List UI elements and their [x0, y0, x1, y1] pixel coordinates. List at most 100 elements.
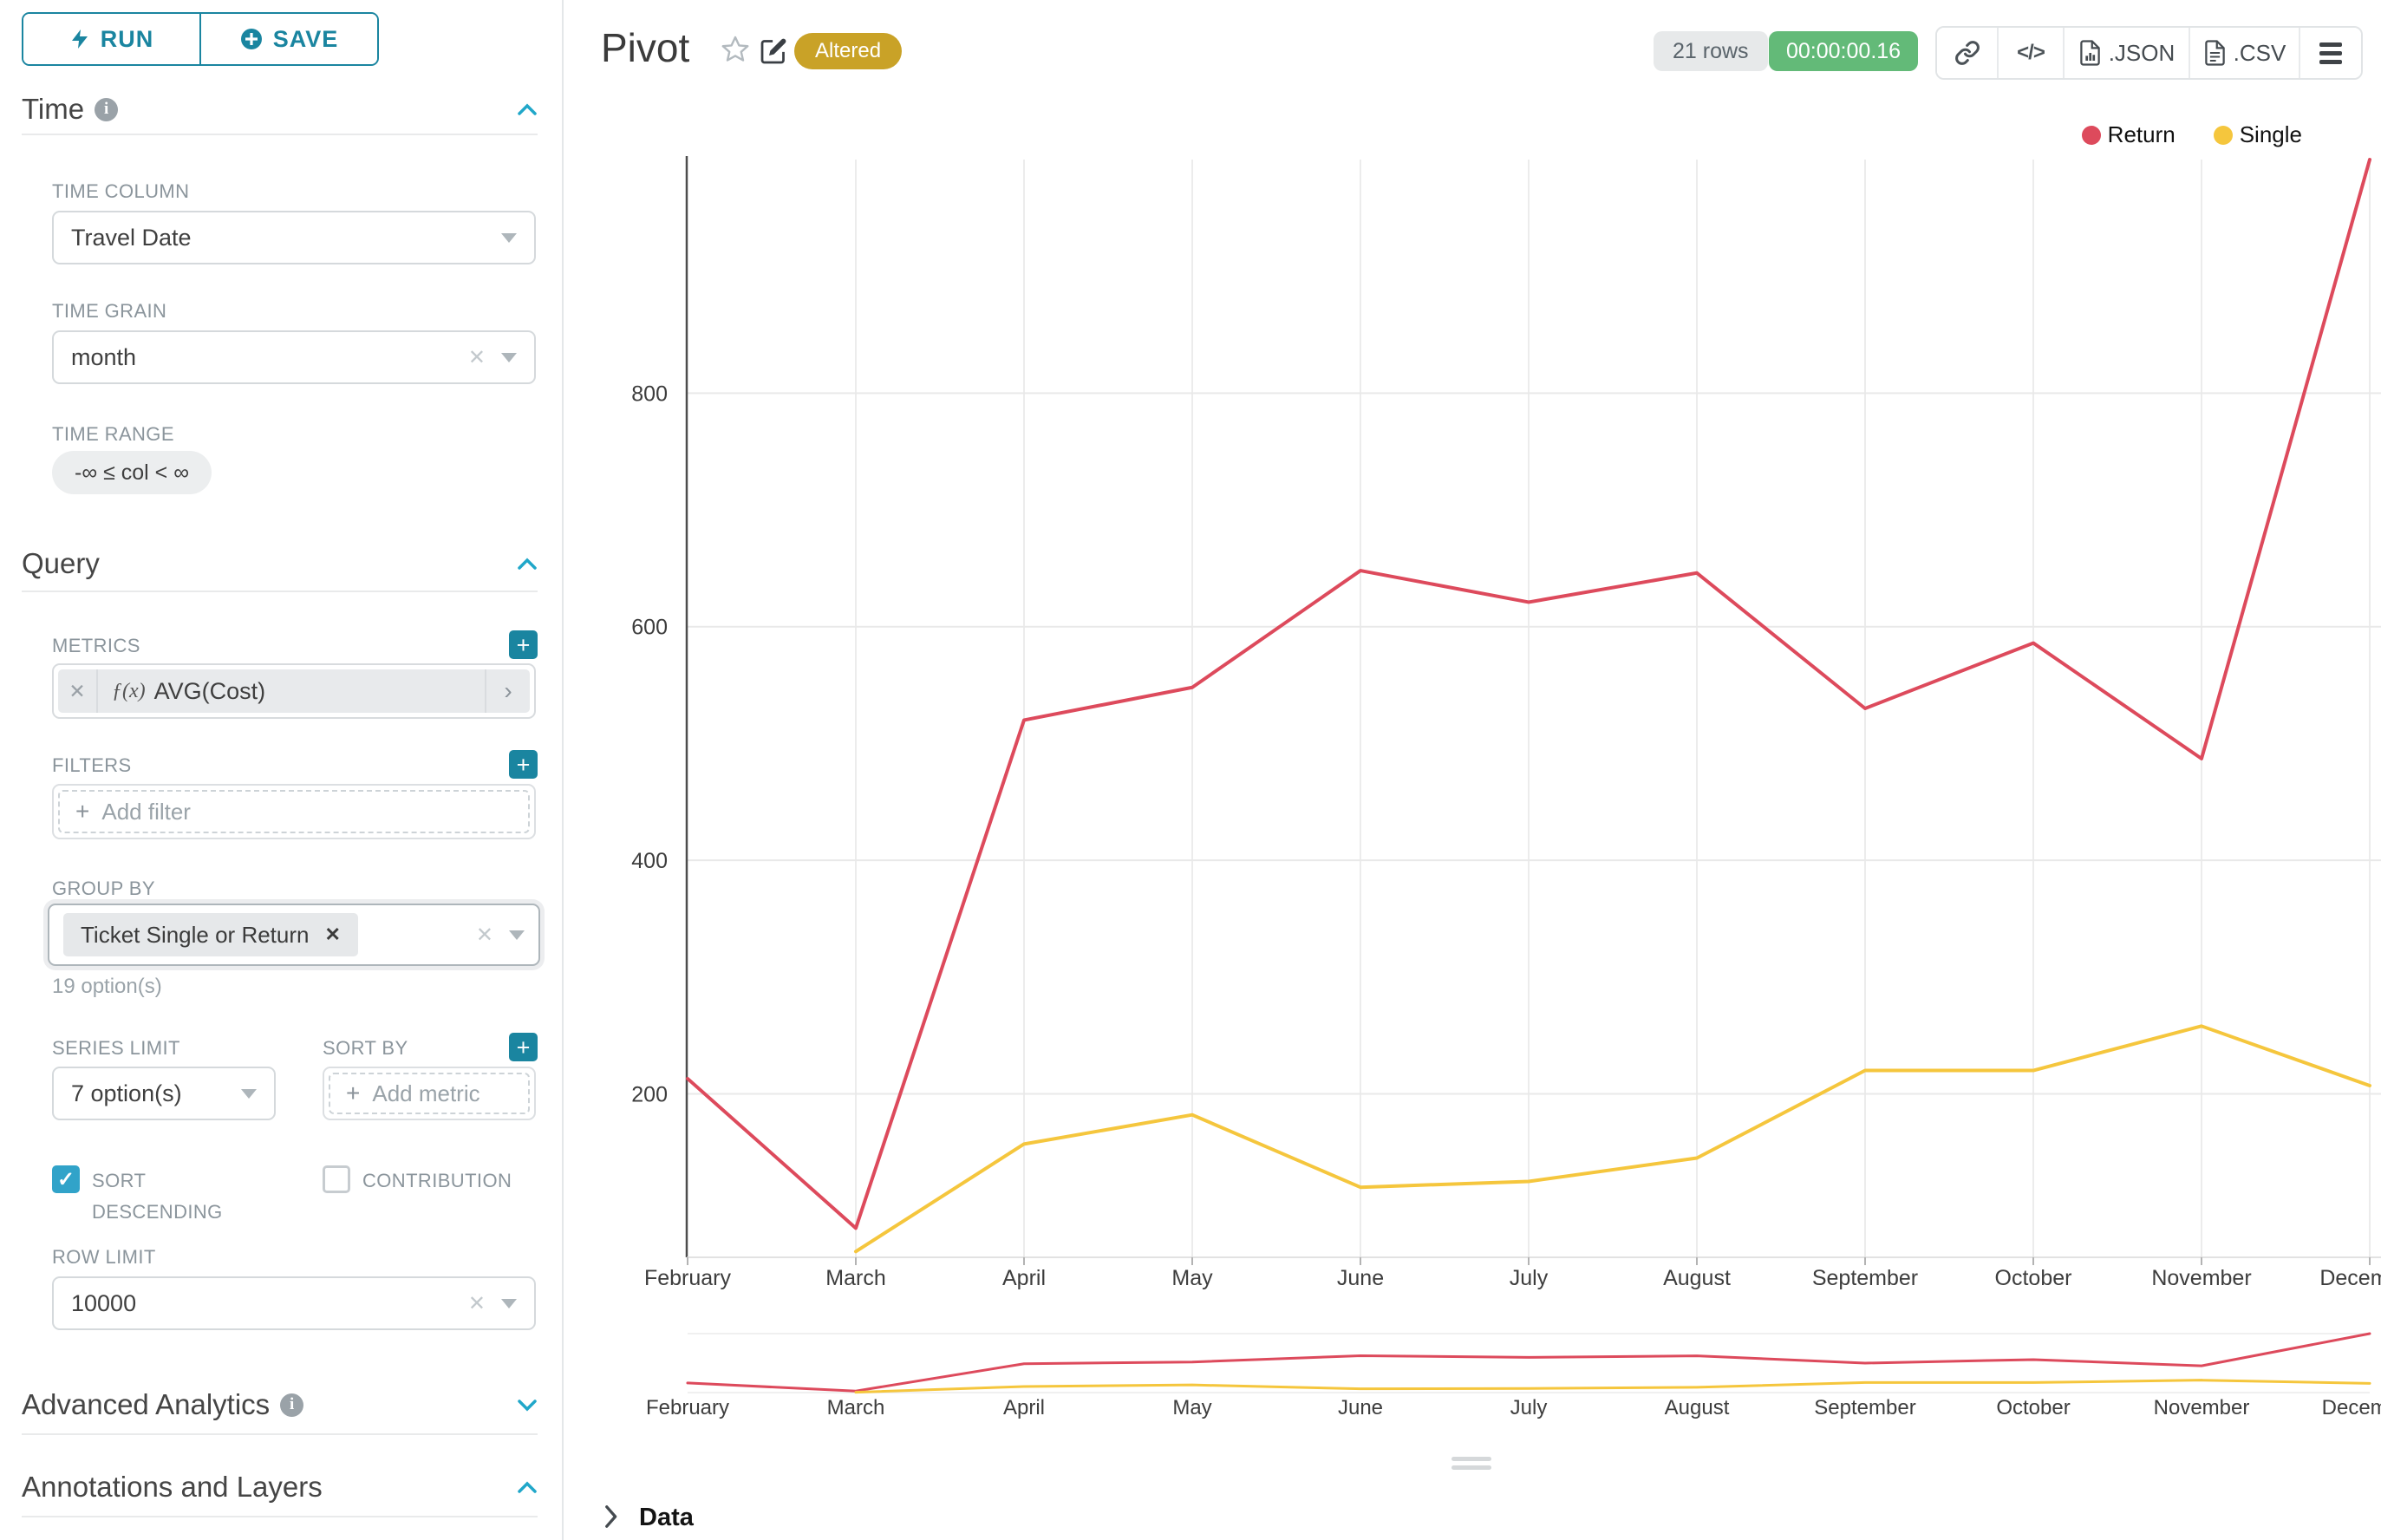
- remove-metric-icon[interactable]: ✕: [58, 669, 98, 713]
- time-range-label: TIME RANGE: [52, 423, 174, 445]
- panel-resize-handle[interactable]: [1451, 1457, 1491, 1474]
- data-expand-button[interactable]: [601, 1504, 620, 1531]
- chart-header: Pivot Altered 21 rows 00:00:00.16 </> .J…: [564, 0, 2381, 87]
- edit-title-button[interactable]: [760, 36, 788, 68]
- advanced-analytics-header[interactable]: Advanced Analytics i: [22, 1382, 538, 1427]
- query-section-header[interactable]: Query: [22, 541, 538, 586]
- x-axis-label: May: [1171, 1266, 1213, 1290]
- legend-item-return[interactable]: Return: [2081, 121, 2176, 148]
- query-timer-badge: 00:00:00.16: [1769, 31, 1919, 71]
- panel-divider[interactable]: [562, 0, 564, 1540]
- contribution-checkbox[interactable]: [323, 1165, 350, 1193]
- y-axis-label: 400: [631, 849, 668, 873]
- time-grain-select[interactable]: month ✕: [52, 330, 536, 384]
- time-grain-label: TIME GRAIN: [52, 300, 167, 322]
- clear-icon[interactable]: ✕: [467, 1291, 486, 1315]
- filters-field: + Add filter: [52, 784, 536, 839]
- series-line-return[interactable]: [686, 158, 2371, 1230]
- series-limit-select[interactable]: 7 option(s): [52, 1067, 276, 1120]
- series-line-single[interactable]: [854, 1024, 2371, 1254]
- copy-link-button[interactable]: [1937, 28, 1997, 78]
- chevron-up-icon[interactable]: [517, 1481, 538, 1494]
- add-filter-plus-button[interactable]: +: [509, 750, 538, 779]
- mini-x-axis-label: November: [2154, 1396, 2250, 1419]
- sort-by-label: SORT BY: [323, 1037, 408, 1059]
- info-icon: i: [95, 97, 119, 121]
- time-column-select[interactable]: Travel Date: [52, 211, 536, 264]
- run-save-button-group: RUN SAVE: [22, 12, 379, 66]
- clear-icon[interactable]: ✕: [475, 923, 493, 947]
- altered-badge[interactable]: Altered: [794, 33, 903, 69]
- caret-down-icon: [509, 930, 525, 940]
- export-json-button[interactable]: .JSON: [2063, 28, 2189, 78]
- file-csv-icon: [2204, 40, 2225, 66]
- legend-item-single[interactable]: Single: [2213, 121, 2302, 148]
- metric-chip[interactable]: ✕ ƒ(x) AVG(Cost) ›: [58, 669, 530, 713]
- more-menu-button[interactable]: [2299, 28, 2361, 78]
- query-section-title: Query: [22, 547, 100, 579]
- run-button[interactable]: RUN: [23, 14, 201, 64]
- time-section-title: Time: [22, 93, 85, 125]
- mini-series-line-single[interactable]: [854, 1379, 2371, 1394]
- group-by-chip[interactable]: Ticket Single or Return ✕: [63, 913, 358, 956]
- metric-field: ✕ ƒ(x) AVG(Cost) ›: [52, 663, 536, 719]
- mini-x-axis-label: October: [1996, 1396, 2070, 1419]
- mini-series-line-return[interactable]: [686, 1332, 2371, 1393]
- group-by-select[interactable]: Ticket Single or Return ✕ ✕: [48, 904, 540, 966]
- caret-down-icon: [501, 232, 517, 243]
- x-axis-label: December: [2319, 1266, 2381, 1290]
- lightning-icon: [71, 29, 88, 49]
- time-range-pill[interactable]: -∞ ≤ col < ∞: [52, 451, 212, 494]
- plus-icon: +: [346, 1080, 361, 1106]
- add-filter-dropzone[interactable]: + Add filter: [58, 790, 530, 833]
- remove-chip-icon[interactable]: ✕: [324, 923, 341, 945]
- sort-descending-checkbox[interactable]: ✓: [52, 1165, 80, 1193]
- mini-x-axis-label: February: [646, 1396, 729, 1419]
- x-axis-label: August: [1663, 1266, 1731, 1290]
- annotations-section-header[interactable]: Annotations and Layers: [22, 1465, 538, 1510]
- x-axis-label: July: [1510, 1266, 1549, 1290]
- divider: [22, 591, 538, 592]
- legend-label: Return: [2107, 121, 2176, 147]
- x-axis-label: March: [825, 1266, 885, 1290]
- file-json-icon: [2079, 40, 2100, 66]
- add-metric-dropzone[interactable]: + Add metric: [329, 1073, 530, 1114]
- metric-chip-label: AVG(Cost): [153, 677, 266, 704]
- time-column-value: Travel Date: [71, 224, 192, 251]
- clear-icon[interactable]: ✕: [467, 345, 486, 369]
- chevron-right-icon[interactable]: ›: [485, 669, 530, 713]
- caret-down-icon: [241, 1088, 257, 1099]
- hamburger-icon: [2319, 38, 2342, 69]
- advanced-analytics-title: Advanced Analytics: [22, 1388, 271, 1420]
- caret-down-icon: [501, 1298, 517, 1308]
- mini-x-axis-label: May: [1172, 1396, 1211, 1419]
- annotations-section-title: Annotations and Layers: [22, 1471, 323, 1503]
- row-limit-value: 10000: [71, 1289, 137, 1316]
- save-button[interactable]: SAVE: [201, 14, 377, 64]
- time-section-header[interactable]: Time i: [22, 87, 538, 132]
- embed-code-button[interactable]: </>: [1997, 28, 2063, 78]
- add-metric-button[interactable]: +: [509, 630, 538, 659]
- x-axis-label: February: [644, 1266, 732, 1290]
- code-icon: </>: [2017, 41, 2045, 64]
- add-sort-metric-button[interactable]: +: [509, 1033, 538, 1061]
- time-grain-value: month: [71, 343, 137, 370]
- series-limit-label: SERIES LIMIT: [52, 1037, 180, 1059]
- run-button-label: RUN: [100, 25, 154, 52]
- add-filter-placeholder: Add filter: [101, 798, 191, 825]
- add-metric-placeholder: Add metric: [372, 1080, 480, 1106]
- chevron-down-icon[interactable]: [517, 1399, 538, 1412]
- x-axis-label: June: [1337, 1266, 1384, 1290]
- favorite-star-button[interactable]: [720, 35, 751, 69]
- chevron-up-icon[interactable]: [517, 103, 538, 116]
- chevron-up-icon[interactable]: [517, 558, 538, 571]
- export-csv-button[interactable]: .CSV: [2189, 28, 2299, 78]
- y-axis-label: 200: [631, 1082, 668, 1106]
- time-column-label: TIME COLUMN: [52, 180, 190, 202]
- row-limit-label: ROW LIMIT: [52, 1246, 156, 1268]
- legend-label: Single: [2239, 121, 2302, 147]
- divider: [22, 134, 538, 135]
- row-limit-select[interactable]: 10000 ✕: [52, 1276, 536, 1330]
- metrics-label: METRICS: [52, 635, 140, 656]
